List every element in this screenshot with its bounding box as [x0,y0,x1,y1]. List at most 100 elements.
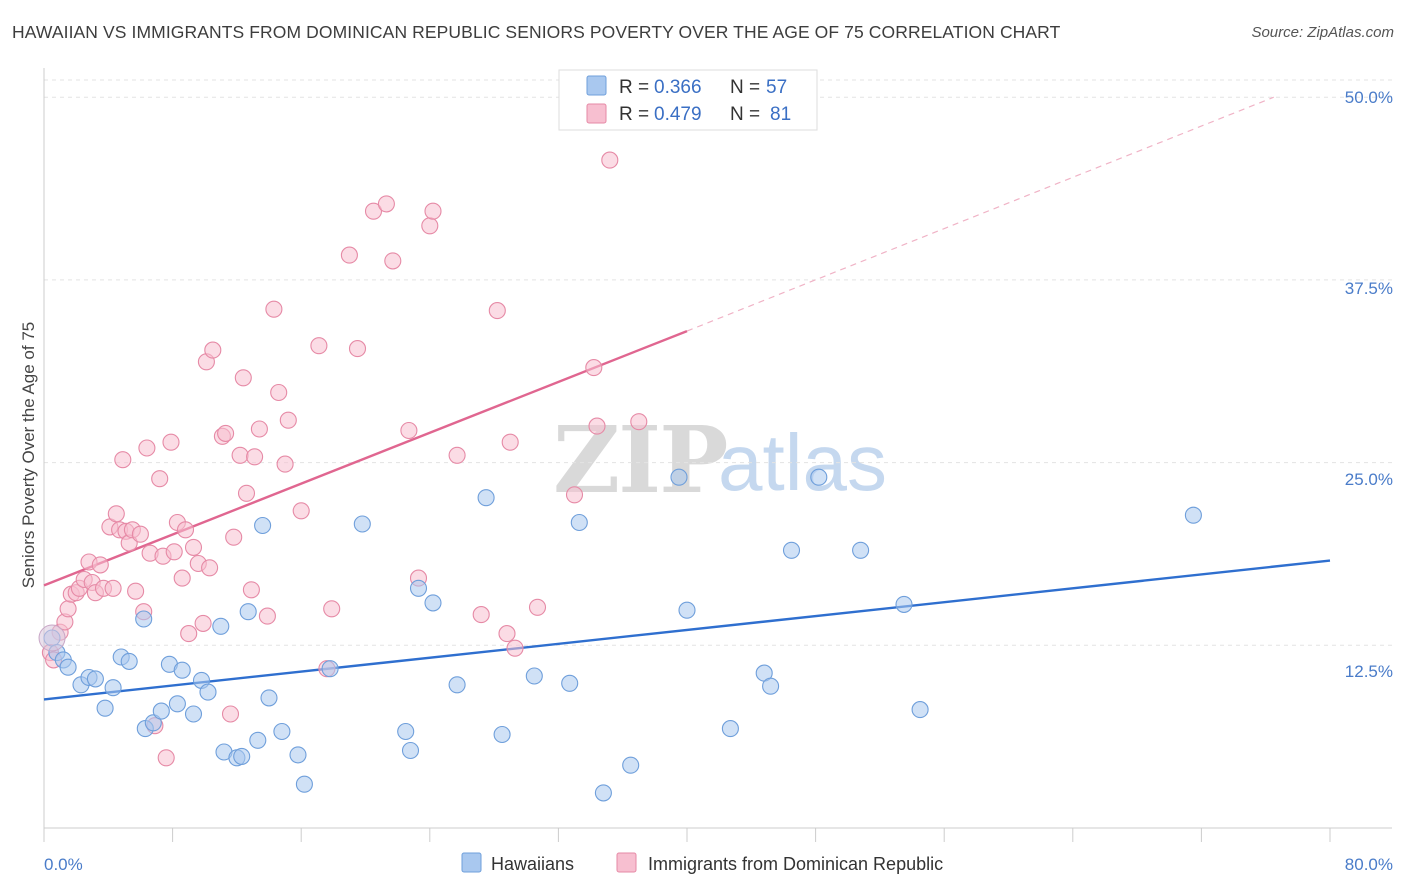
data-point-dominican [173,569,191,587]
data-point-dominican [176,521,195,539]
data-point-hawaiians [152,702,170,720]
data-point-dominican [225,528,243,546]
data-point-dominican [107,505,125,523]
gridlines [44,79,1392,646]
data-point-dominican [217,424,235,442]
data-point-hawaiians [477,489,495,507]
data-point-dominican [292,502,310,520]
data-point-dominican [127,582,145,600]
data-point-dominican [104,579,122,597]
y-tick-labels: 12.5% 25.0% 37.5% 50.0% [1345,88,1393,681]
data-point-dominican [270,383,288,402]
data-point-dominican [488,302,506,320]
data-point-dominican [231,446,249,464]
data-point-dominican [157,749,175,767]
data-point-hawaiians [295,775,313,793]
legend-n-value-dominican: 81 [770,104,791,125]
axes [43,68,1392,842]
chart-title: HAWAIIAN VS IMMIGRANTS FROM DOMINICAN RE… [12,22,1061,42]
data-point-hawaiians [273,722,291,741]
bottom-legend-label-dominican: Immigrants from Dominican Republic [648,854,943,874]
data-point-dominican [242,581,260,599]
data-point-hawaiians [59,658,77,676]
data-point-hawaiians [762,677,780,695]
data-point-hawaiians [810,468,828,486]
y-tick-label: 50.0% [1345,88,1393,107]
y-tick-label: 12.5% [1345,662,1393,681]
data-point-hawaiians [448,676,466,694]
x-tick-label-min: 0.0% [44,855,83,874]
data-point-dominican [265,300,283,318]
data-point-dominican [184,538,203,556]
data-point-hawaiians [493,725,511,744]
data-point-hawaiians [104,679,122,697]
bottom-legend: Hawaiians Immigrants from Dominican Repu… [461,852,943,874]
y-tick-label: 37.5% [1345,279,1393,298]
legend-n-label: N = [730,77,760,98]
trend-line-hawaiians [43,559,1331,701]
data-point-dominican [472,606,490,624]
data-point-dominican [131,525,149,543]
data-point-hawaiians [254,516,272,535]
data-points [38,151,1202,802]
data-point-hawaiians [911,701,929,719]
bottom-legend-swatch-dominican [616,852,637,873]
data-point-dominican [348,340,367,358]
data-point-dominican [162,433,180,451]
legend-r-value-hawaiians: 0.366 [654,77,702,98]
trend-line-dominican [43,329,688,587]
data-point-dominican [498,625,516,643]
legend-swatch-hawaiians [586,75,607,96]
data-point-hawaiians [594,784,612,802]
data-point-dominican [250,420,268,438]
data-point-dominican [400,421,418,440]
legend-r-label: R = [619,104,649,125]
data-point-dominican [323,600,341,618]
data-point-dominican [258,607,276,625]
data-point-hawaiians [678,601,696,619]
data-point-dominican [506,639,524,657]
trend-lines [43,96,1331,701]
source-label: Source: ZipAtlas.com [1251,24,1394,41]
data-point-dominican [279,411,297,429]
data-point-dominican [91,556,109,574]
data-point-hawaiians [199,683,217,701]
data-point-hawaiians [321,660,339,678]
legend-r-value-dominican: 0.479 [654,104,702,125]
data-point-hawaiians [561,674,579,692]
y-tick-label: 25.0% [1345,470,1393,489]
data-point-hawaiians [424,594,442,612]
data-point-dominican [528,598,547,616]
data-point-dominican [501,433,519,451]
data-point-dominican [588,417,606,435]
data-point-dominican [377,195,395,213]
data-point-dominican [276,455,294,473]
data-point-hawaiians [239,603,257,621]
data-point-hawaiians [895,595,913,613]
y-axis-label: Seniors Poverty Over the Age of 75 [19,322,38,588]
data-point-hawaiians [260,689,278,707]
data-point-dominican [138,439,156,457]
data-point-hawaiians [353,515,371,533]
data-point-hawaiians [86,670,104,688]
data-point-dominican [340,246,358,264]
data-point-hawaiians [409,579,428,597]
data-point-hawaiians [721,720,739,738]
legend-swatch-dominican [586,103,607,124]
data-point-hawaiians [1184,506,1202,524]
data-point-hawaiians [782,541,801,559]
data-point-cluster [38,624,66,652]
bottom-legend-label-hawaiians: Hawaiians [491,854,574,874]
data-point-hawaiians [397,722,415,741]
data-point-dominican [194,614,212,632]
data-point-dominican [364,202,383,220]
data-point-hawaiians [401,741,420,760]
data-point-dominican [565,486,584,504]
data-point-hawaiians [168,695,186,713]
trend-line-extension-dominican [686,96,1274,332]
data-point-dominican [234,369,252,387]
data-point-hawaiians [852,541,870,559]
data-point-dominican [201,559,219,577]
data-point-dominican [180,625,198,643]
